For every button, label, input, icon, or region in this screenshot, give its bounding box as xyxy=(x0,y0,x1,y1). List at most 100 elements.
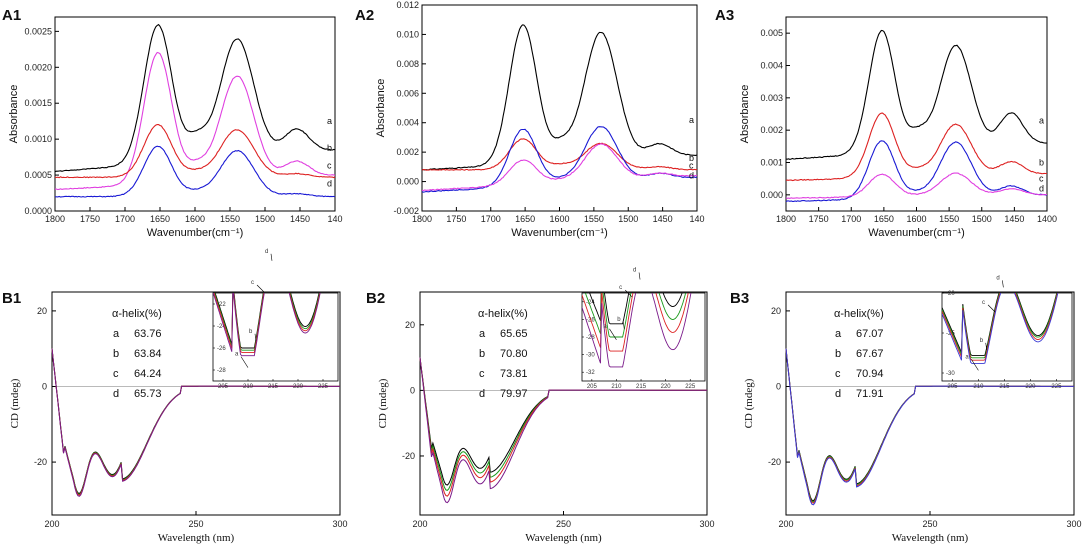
inset-series-label-b: b xyxy=(980,338,984,344)
inset-series-label-a: a xyxy=(603,324,607,330)
x-tick-label: 1750 xyxy=(80,214,100,224)
legend-value-c: 64.24 xyxy=(134,368,162,380)
inset-arrow xyxy=(1002,280,1004,288)
y-tick-label: 20 xyxy=(771,306,781,316)
inset-series-line-c xyxy=(582,293,689,352)
series-label-c: c xyxy=(1039,174,1044,184)
x-tick-label: 250 xyxy=(556,519,571,529)
x-tick-label: 1800 xyxy=(45,214,65,224)
inset-y-tick-label: -26 xyxy=(217,346,226,352)
panel-label: B2 xyxy=(366,290,385,307)
series-label-b: b xyxy=(689,153,694,163)
x-axis-title: Wavelength (nm) xyxy=(158,532,235,544)
series-line-d xyxy=(785,172,1047,199)
inset-arrow xyxy=(256,284,265,293)
legend-key-b: b xyxy=(835,348,841,360)
inset-arrow xyxy=(638,272,641,280)
x-tick-label: 1450 xyxy=(290,214,310,224)
legend-value-b: 63.84 xyxy=(134,348,162,360)
inset-x-tick-label: 225 xyxy=(1051,384,1062,390)
y-tick-label: 0.005 xyxy=(760,28,783,38)
y-tick-label: 0.0025 xyxy=(24,26,52,36)
y-tick-label: 0.008 xyxy=(396,59,419,69)
y-tick-label: 0.0010 xyxy=(24,134,52,144)
inset-series-label-c: c xyxy=(619,285,622,291)
inset-y-tick-label: -30 xyxy=(586,353,595,359)
inset-series-line-d xyxy=(582,293,692,368)
legend-key-a: a xyxy=(113,328,120,340)
y-tick-label: 0.000 xyxy=(396,177,419,187)
x-tick-label: 1700 xyxy=(841,214,861,224)
x-tick-label: 1700 xyxy=(481,214,501,224)
inset-series-line-b xyxy=(584,293,687,338)
y-tick-label: 0.004 xyxy=(760,61,783,71)
series-label-d: d xyxy=(1039,183,1044,193)
x-axis-title: Wavenumber(cm⁻¹) xyxy=(511,227,607,239)
inset-y-tick-label: -24 xyxy=(586,300,595,306)
x-tick-label: 1600 xyxy=(906,214,926,224)
x-tick-label: 1650 xyxy=(515,214,535,224)
y-axis-title: Absorbance xyxy=(375,79,387,138)
series-line-d xyxy=(55,145,336,198)
x-tick-label: 300 xyxy=(699,519,714,529)
y-tick-label: 0.004 xyxy=(396,118,419,128)
inset-series-line-d xyxy=(213,293,321,357)
y-tick-label: -20 xyxy=(402,451,415,461)
series-label-c: c xyxy=(689,160,694,170)
inset-arrow xyxy=(971,359,979,371)
y-axis-title: Absorbance xyxy=(8,85,20,144)
x-tick-label: 1550 xyxy=(584,214,604,224)
legend-value-b: 67.67 xyxy=(856,348,884,360)
x-tick-label: 1600 xyxy=(185,214,205,224)
panel-label: B3 xyxy=(730,290,749,307)
inset-x-tick-label: 220 xyxy=(293,384,304,390)
inset-arrow xyxy=(985,342,988,350)
chart-a3: 1800 1750 1700 1650 1600 1550 1500 1450 1400 0.00… xyxy=(715,7,1057,239)
inset-plot: 205 210 215 220 225 -22 -24 -26 -28 a b c d xyxy=(212,249,339,390)
series-line-a xyxy=(421,24,698,171)
inset-x-tick-label: 220 xyxy=(1025,384,1036,390)
inset-arrow xyxy=(240,356,249,368)
inset-x-tick-label: 215 xyxy=(636,384,647,390)
series-line-c xyxy=(785,140,1047,203)
inset-x-tick-label: 205 xyxy=(218,384,229,390)
x-tick-label: 1500 xyxy=(255,214,275,224)
x-tick-label: 1600 xyxy=(549,214,569,224)
inset-series-label-b: b xyxy=(617,317,621,323)
x-axis-title: Wavenumber(cm⁻¹) xyxy=(868,227,964,239)
plot-frame xyxy=(421,4,698,212)
inset-x-tick-label: 210 xyxy=(243,384,254,390)
x-tick-label: 250 xyxy=(922,519,937,529)
x-tick-label: 300 xyxy=(332,519,347,529)
y-tick-label: 0.0005 xyxy=(24,170,52,180)
series-label-a: a xyxy=(1039,115,1044,125)
x-tick-label: 1800 xyxy=(776,214,796,224)
series-line-d xyxy=(785,348,1074,506)
inset-arrow xyxy=(987,304,996,313)
y-tick-label: 0 xyxy=(776,381,781,391)
series-line-c xyxy=(421,126,698,193)
inset-series-label-c: c xyxy=(982,300,985,306)
x-tick-label: 200 xyxy=(44,519,59,529)
x-tick-label: 1700 xyxy=(115,214,135,224)
x-tick-label: 1450 xyxy=(653,214,673,224)
inset-series-label-a: a xyxy=(965,354,969,360)
x-tick-label: 1550 xyxy=(939,214,959,224)
x-tick-label: 200 xyxy=(412,519,427,529)
y-tick-label: 0.003 xyxy=(760,93,783,103)
series-label-c: c xyxy=(327,161,332,171)
x-tick-label: 1800 xyxy=(412,214,432,224)
x-axis-title: Wavelength (nm) xyxy=(525,532,602,544)
y-tick-label: -20 xyxy=(34,457,47,467)
series-line-d xyxy=(421,143,698,192)
inset-y-tick-label: -22 xyxy=(217,302,226,308)
inset-series-label-d: d xyxy=(996,275,999,281)
series-line-b xyxy=(785,112,1047,182)
legend-value-d: 71.91 xyxy=(856,388,884,400)
inset-x-tick-label: 205 xyxy=(587,384,598,390)
inset-x-tick-label: 225 xyxy=(318,384,329,390)
